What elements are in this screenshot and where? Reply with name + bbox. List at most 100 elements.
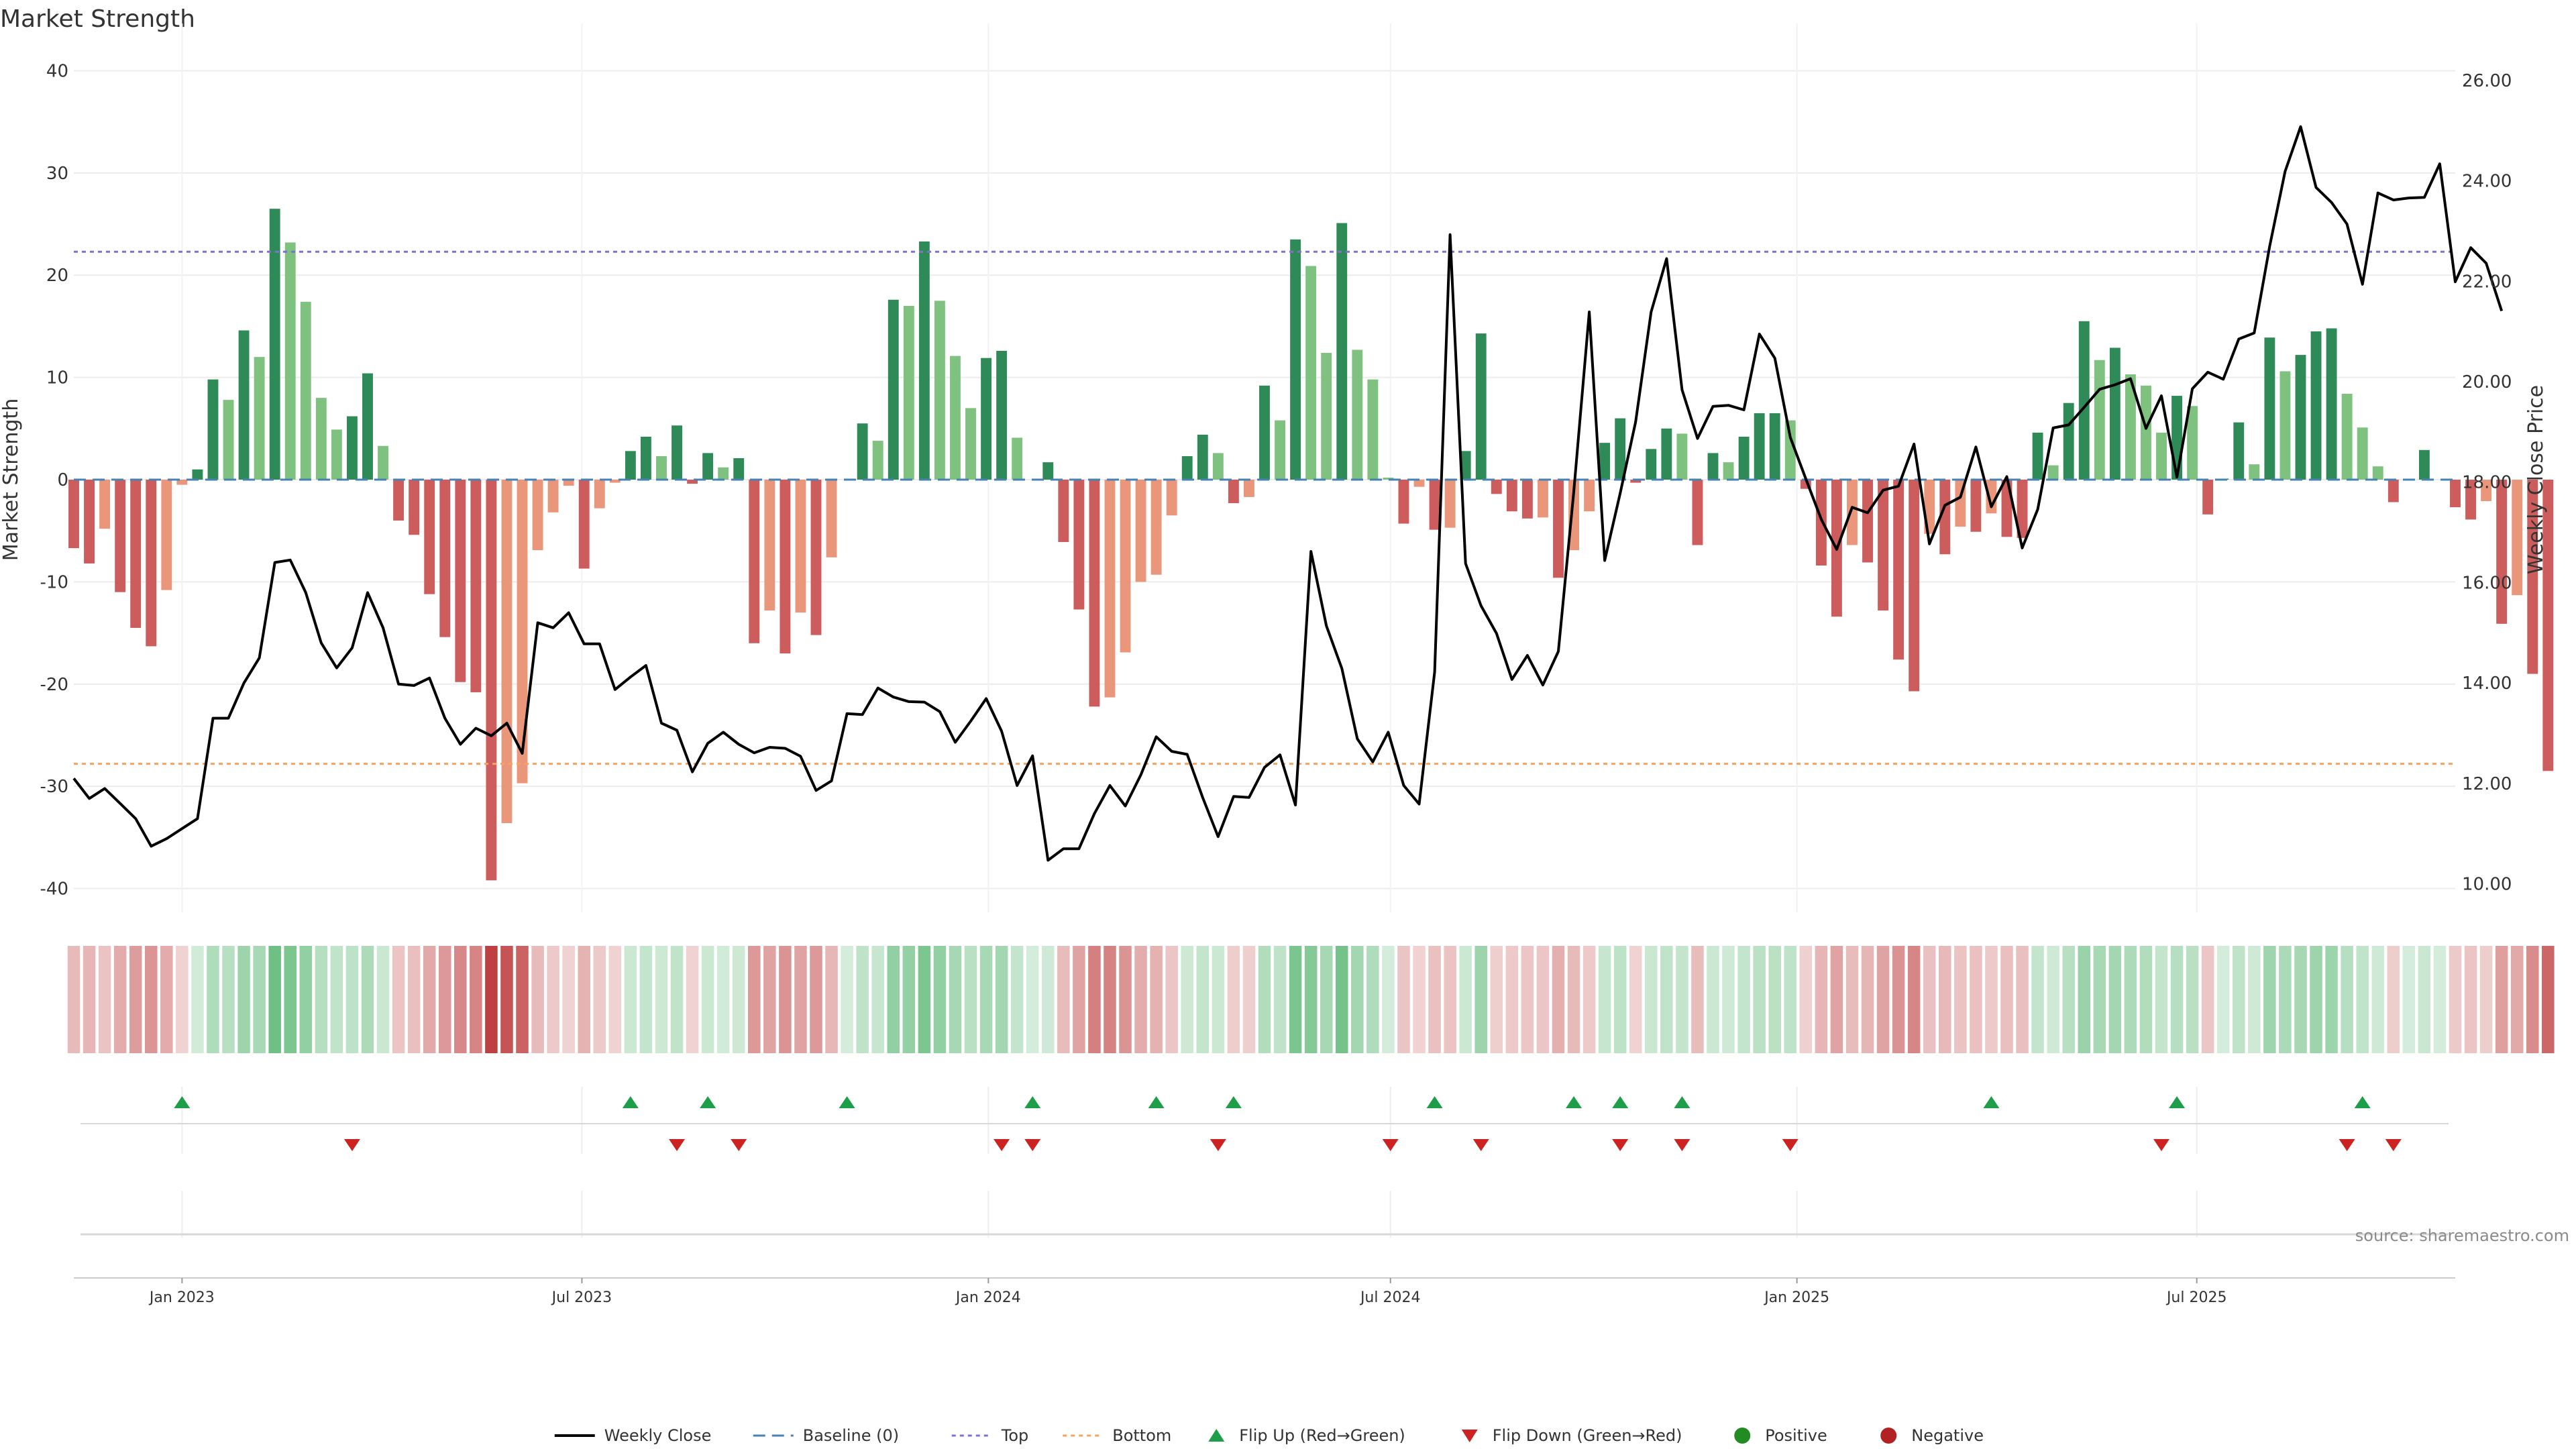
heat-cell [2000,946,2013,1053]
y-right-tick-label: 14.00 [2462,674,2512,694]
source-note: source: sharemaestro.com [2355,1226,2569,1245]
heat-cell [1907,946,1921,1053]
heat-cell [2526,946,2539,1053]
legend-item-flip_down: Flip Down (Green→Red) [1461,1426,1682,1445]
x-tick-label: Jan 2025 [1763,1289,1829,1306]
strength-bar [1321,353,1332,480]
strength-bar [455,480,466,682]
heat-cell [191,946,204,1053]
strength-bar [1444,480,1456,528]
y-right-tick-label: 18.00 [2462,473,2512,493]
flip-down-marker [2339,1139,2355,1151]
strength-bar [1769,413,1780,480]
heat-cell [2155,946,2168,1053]
heat-cell [1273,946,1287,1053]
flip-down-marker [343,1139,360,1151]
heat-cell [1351,946,1364,1053]
heat-cell [1459,946,1472,1053]
heat-cell [1134,946,1147,1053]
strength-bar [1228,480,1239,504]
flip-up-marker [1148,1096,1165,1108]
strength-bar [1738,437,1750,480]
heat-cell [639,946,653,1053]
strength-bar [2357,427,2368,480]
strength-bar [810,480,822,635]
heat-cell [1768,946,1781,1053]
heat-cell [1258,946,1271,1053]
heat-cell [83,946,96,1053]
strength-bar [1646,449,1657,480]
strength-bar [2202,480,2214,515]
heat-cell [1057,946,1070,1053]
strength-bar [2341,394,2353,480]
heat-cell [593,946,606,1053]
x-tick-label: Jul 2023 [551,1289,612,1306]
heat-cell [578,946,590,1053]
strength-bars [68,209,2554,881]
strength-bar [1553,480,1564,578]
flip-up-marker [1426,1096,1443,1108]
heat-cell [531,946,544,1053]
heat-cell [1629,946,1642,1053]
strength-bar [1784,420,1796,480]
heat-cell [237,946,250,1053]
heat-cell [2062,946,2075,1053]
strength-bar [2141,385,2151,480]
heat-cell [2356,946,2369,1053]
heat-cell [1676,946,1688,1053]
strength-bar [130,480,142,628]
heat-cell [1784,946,1797,1053]
heat-cell [1289,946,1302,1053]
heat-cell [2170,946,2184,1053]
strength-bar [1089,480,1100,707]
axes: 40 30 20 10 0 -10 -20 -30 -40 26.00 24.00 22.00 20.0… [0,61,2548,899]
strength-bar [1275,420,1285,480]
legend-item-negative: Negative [1880,1426,1984,1445]
heat-cell [67,946,80,1053]
strength-bar [1290,239,1301,480]
heat-cell [315,946,328,1053]
legend-swatch-dot [1880,1428,1897,1444]
heat-cell [1691,946,1704,1053]
strength-bar [315,398,327,480]
strength-bar [965,408,976,480]
heat-cell [1088,946,1101,1053]
flip-down-marker [731,1139,747,1151]
strength-bar [872,441,883,480]
heat-cell [1567,946,1580,1053]
y-left-tick-label: 20 [46,266,68,286]
strength-bar [409,480,420,535]
heat-cell [1552,946,1565,1053]
heat-cell [2139,946,2153,1053]
strength-bar [2187,406,2198,480]
heat-cell [2047,946,2059,1053]
strength-bar [1878,480,1889,611]
flip-down-marker [2153,1139,2170,1151]
flip-up-marker [700,1096,716,1108]
x-tick-label: Jan 2023 [148,1289,215,1306]
strength-bar [2047,465,2059,480]
strength-bar [192,469,203,480]
strength-bar [795,480,806,613]
strength-bar [1661,428,1672,480]
heat-cell [1613,946,1627,1053]
strength-bar [176,480,188,485]
heat-cell [2201,946,2214,1053]
heat-cell [1660,946,1673,1053]
strength-bar [1939,480,1951,555]
heat-cell [2031,946,2044,1053]
weekly-close-line [72,125,2504,862]
strength-bar [161,480,172,590]
strength-bar [2063,402,2074,480]
heat-cell [1010,946,1024,1053]
strength-bar [439,480,451,637]
heat-cell [2016,946,2029,1053]
heat-cell [2108,946,2122,1053]
strength-bar [470,480,482,692]
heat-cell [1304,946,1318,1053]
strength-bar [2264,337,2275,480]
heat-cell [268,946,281,1053]
legend-label: Positive [1765,1426,1827,1445]
heat-cell [1428,946,1441,1053]
